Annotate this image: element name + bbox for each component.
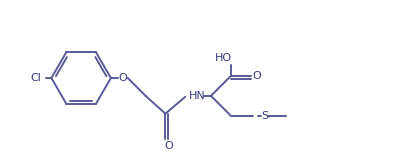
Text: Cl: Cl xyxy=(31,73,42,83)
Text: S: S xyxy=(261,111,268,121)
Text: O: O xyxy=(118,73,127,83)
Text: HO: HO xyxy=(215,53,232,63)
Text: O: O xyxy=(252,71,261,81)
Text: O: O xyxy=(164,141,173,151)
Text: HN: HN xyxy=(189,91,205,101)
